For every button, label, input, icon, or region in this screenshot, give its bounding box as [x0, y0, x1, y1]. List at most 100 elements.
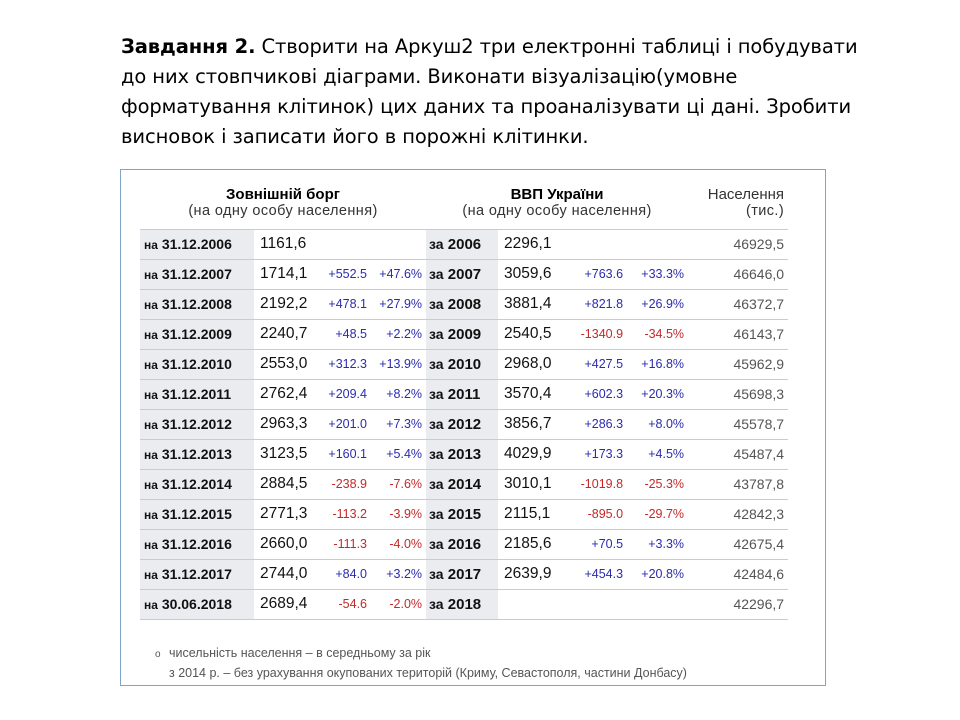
population-cell: 46929,5 [688, 228, 789, 259]
gdp-year-cell: за 2018 [426, 588, 499, 620]
debt-date-cell: на 31.12.2016 [140, 528, 254, 559]
debt-change-cell: +209.4 [312, 378, 371, 409]
table-notes: o чисельність населення – в середньому за… [155, 644, 815, 682]
gdp-year-cell: за 2011 [426, 378, 499, 409]
gdp-year-cell: за 2013 [426, 438, 499, 469]
gdp-change-cell: -895.0 [566, 498, 628, 529]
debt-date-cell: на 31.12.2014 [140, 468, 254, 499]
debt-change-cell: +478.1 [312, 288, 371, 319]
debt-date-cell: на 31.12.2007 [140, 258, 254, 289]
table-row: на 31.12.2016 2660,0 -111.3 -4.0% за 2016 218… [140, 528, 789, 559]
gdp-change-cell: +173.3 [566, 438, 628, 469]
debt-change-cell: +48.5 [312, 318, 371, 349]
gdp-percent-cell: +26.9% [627, 288, 689, 319]
gdp-percent-cell: +20.3% [627, 378, 689, 409]
debt-percent-cell: +27.9% [371, 288, 427, 319]
table-row: на 31.12.2006 1161,6 за 2006 2296,1 46929,5 [140, 228, 789, 259]
debt-value-cell: 3123,5 [254, 438, 312, 469]
table-frame: Зовнішній борг ВВП України Населення (на… [120, 169, 826, 686]
gdp-change-cell: +602.3 [566, 378, 628, 409]
debt-value-cell: 2660,0 [254, 528, 312, 559]
debt-percent-cell: +8.2% [371, 378, 427, 409]
population-header-subtitle: (тис.) [745, 203, 785, 219]
gdp-value-cell: 3881,4 [498, 288, 567, 319]
gdp-year-cell: за 2014 [426, 468, 499, 499]
debt-date-cell: на 31.12.2012 [140, 408, 254, 439]
population-cell: 45487,4 [688, 438, 789, 469]
gdp-value-cell: 3010,1 [498, 468, 567, 499]
table-body: на 31.12.2006 1161,6 за 2006 2296,1 46929,5 н… [140, 228, 789, 620]
population-cell: 45578,7 [688, 408, 789, 439]
debt-value-cell: 2689,4 [254, 588, 312, 620]
gdp-year-cell: за 2009 [426, 318, 499, 349]
gdp-percent-cell: +4.5% [627, 438, 689, 469]
population-cell: 46372,7 [688, 288, 789, 319]
debt-value-cell: 1161,6 [254, 228, 312, 259]
table-row: на 31.12.2010 2553,0 +312.3 +13.9% за 2010 29… [140, 348, 789, 379]
debt-percent-cell: +7.3% [371, 408, 427, 439]
gdp-change-cell: +286.3 [566, 408, 628, 439]
gdp-change-cell: +454.3 [566, 558, 628, 589]
debt-value-cell: 2553,0 [254, 348, 312, 379]
gdp-change-cell: +763.6 [566, 258, 628, 289]
gdp-value-cell: 2296,1 [498, 228, 567, 259]
debt-header-title: Зовнішній борг [226, 186, 340, 203]
gdp-value-cell: 3059,6 [498, 258, 567, 289]
debt-percent-cell: -2.0% [371, 588, 427, 620]
gdp-percent-cell: -34.5% [627, 318, 689, 349]
task-text: Створити на Аркуш2 три електронні таблиц… [121, 35, 858, 148]
debt-percent-cell: +47.6% [371, 258, 427, 289]
debt-percent-cell: -3.9% [371, 498, 427, 529]
header-row-subtitles: (на одну особу населення) (на одну особу… [140, 203, 788, 229]
debt-value-cell: 2744,0 [254, 558, 312, 589]
population-cell: 42675,4 [688, 528, 789, 559]
population-cell: 46646,0 [688, 258, 789, 289]
gdp-percent-cell: +33.3% [627, 258, 689, 289]
gdp-value-cell: 2968,0 [498, 348, 567, 379]
debt-date-cell: на 31.12.2011 [140, 378, 254, 409]
table-row: на 30.06.2018 2689,4 -54.6 -2.0% за 2018 4229… [140, 588, 789, 620]
table-row: на 31.12.2007 1714,1 +552.5 +47.6% за 2007 30… [140, 258, 789, 289]
debt-date-cell: на 31.12.2010 [140, 348, 254, 379]
gdp-year-cell: за 2015 [426, 498, 499, 529]
debt-value-cell: 2762,4 [254, 378, 312, 409]
note-bullet: o [155, 649, 161, 660]
gdp-year-cell: за 2008 [426, 288, 499, 319]
gdp-percent-cell: -29.7% [627, 498, 689, 529]
debt-value-cell: 2192,2 [254, 288, 312, 319]
debt-change-cell: -54.6 [312, 588, 371, 620]
debt-date-cell: на 31.12.2009 [140, 318, 254, 349]
gdp-value-cell: 3856,7 [498, 408, 567, 439]
debt-change-cell: +312.3 [312, 348, 371, 379]
statistics-table: Зовнішній борг ВВП України Населення (на… [140, 177, 789, 620]
debt-date-cell: на 31.12.2017 [140, 558, 254, 589]
debt-value-cell: 2963,3 [254, 408, 312, 439]
debt-value-cell: 2240,7 [254, 318, 312, 349]
gdp-year-cell: за 2010 [426, 348, 499, 379]
note-line-2: з 2014 р. – без урахування окупованих те… [169, 666, 687, 680]
debt-value-cell: 2884,5 [254, 468, 312, 499]
task-description: Завдання 2. Створити на Аркуш2 три елект… [121, 32, 881, 152]
gdp-change-cell [566, 588, 628, 620]
gdp-percent-cell [627, 588, 689, 620]
table-row: на 31.12.2011 2762,4 +209.4 +8.2% за 2011 357… [140, 378, 789, 409]
debt-change-cell [312, 228, 371, 259]
gdp-percent-cell: +8.0% [627, 408, 689, 439]
gdp-year-cell: за 2016 [426, 528, 499, 559]
table-row: на 31.12.2013 3123,5 +160.1 +5.4% за 2013 402… [140, 438, 789, 469]
debt-change-cell: +552.5 [312, 258, 371, 289]
gdp-percent-cell: +20.8% [627, 558, 689, 589]
debt-value-cell: 1714,1 [254, 258, 312, 289]
gdp-percent-cell: +3.3% [627, 528, 689, 559]
debt-percent-cell: -7.6% [371, 468, 427, 499]
note-line-1: o чисельність населення – в середньому за… [155, 644, 815, 664]
population-cell: 43787,8 [688, 468, 789, 499]
table-row: на 31.12.2012 2963,3 +201.0 +7.3% за 2012 385… [140, 408, 789, 439]
debt-percent-cell [371, 228, 427, 259]
header-row-titles: Зовнішній борг ВВП України Населення [140, 177, 788, 203]
table-row: на 31.12.2014 2884,5 -238.9 -7.6% за 2014 301… [140, 468, 789, 499]
debt-header-subtitle: (на одну особу населення) [188, 203, 378, 219]
debt-percent-cell: +2.2% [371, 318, 427, 349]
gdp-year-cell: за 2006 [426, 228, 499, 259]
gdp-percent-cell: +16.8% [627, 348, 689, 379]
